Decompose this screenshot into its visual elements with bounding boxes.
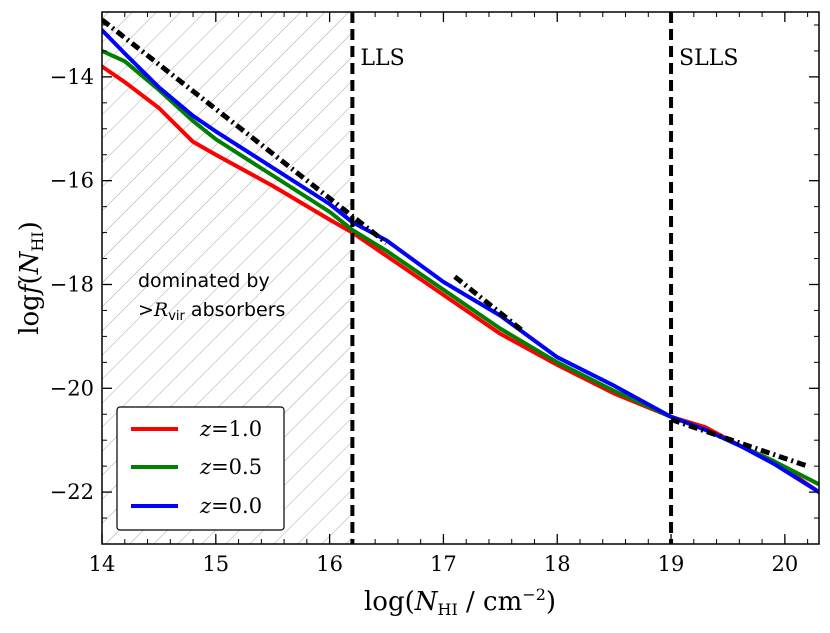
legend-box — [116, 406, 285, 531]
legend-label-z05: z=0.5 — [199, 455, 262, 479]
x-tick-label: 19 — [658, 552, 685, 576]
y-tick-label: −14 — [50, 65, 94, 89]
legend-label-z1: z=1.0 — [199, 417, 262, 441]
x-tick-label: 15 — [202, 552, 229, 576]
x-axis-title: log(NHI / cm−2) — [364, 585, 556, 619]
legend-label-z0: z=0.0 — [199, 494, 262, 518]
reference-line-2 — [453, 274, 525, 334]
y-tick-label: −18 — [50, 272, 94, 296]
legend: z=1.0 z=0.5 z=0.0 — [116, 406, 285, 531]
x-tick-label: 14 — [89, 552, 116, 576]
region-annotation-line1: dominated by — [138, 270, 270, 292]
x-tick-label: 16 — [316, 552, 343, 576]
y-tick-label: −16 — [50, 169, 94, 193]
x-tick-label: 20 — [771, 552, 798, 576]
x-tick-label: 17 — [430, 552, 457, 576]
y-tick-label: −22 — [50, 480, 94, 504]
region-annotation-line2: >Rvir absorbers — [138, 299, 285, 324]
reference-line-1 — [102, 17, 389, 245]
y-tick-label: −20 — [50, 376, 94, 400]
plot-frame — [101, 11, 820, 545]
x-tick-label: 18 — [544, 552, 571, 576]
y-axis-title: logf(NHI) — [15, 221, 47, 335]
reference-line-3 — [670, 417, 809, 469]
lls-label: LLS — [360, 46, 404, 71]
slls-label: SLLS — [679, 46, 738, 71]
